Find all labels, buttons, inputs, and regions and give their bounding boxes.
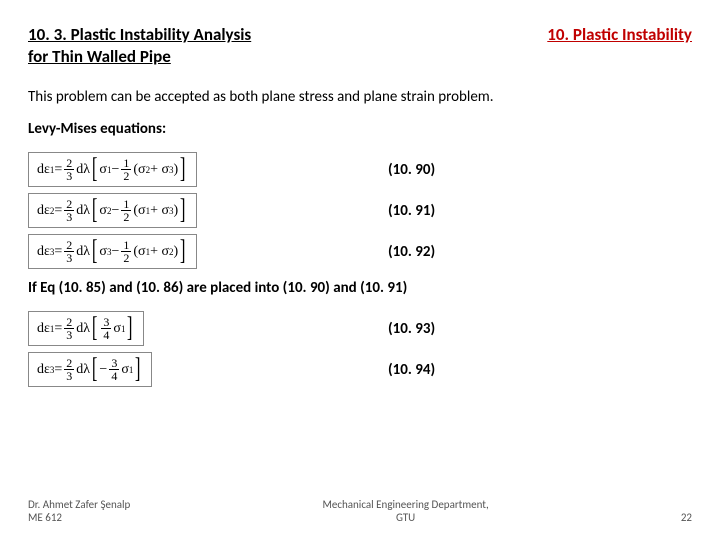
section-title-line1: 10. 3. Plastic Instability Analysis xyxy=(28,24,251,45)
equation-number-1094: (10. 94) xyxy=(348,361,435,379)
footer-author-block: Dr. Ahmet Zafer Şenalp ME 612 xyxy=(28,498,130,524)
footer-dept-block: Mechanical Engineering Department, GTU xyxy=(130,498,681,524)
equation-1094: dε3 = 23dλ [−34σ1] xyxy=(28,352,152,387)
equation-row-1093: dε1 = 23dλ [34σ1] (10. 93) xyxy=(28,311,692,346)
equation-row-1091: dε2 = 23dλ [σ2 − 12(σ1 + σ3)] (10. 91) xyxy=(28,193,692,228)
equation-1093: dε1 = 23dλ [34σ1] xyxy=(28,311,144,346)
equation-1091: dε2 = 23dλ [σ2 − 12(σ1 + σ3)] xyxy=(28,193,197,228)
section-title-line2: for Thin Walled Pipe xyxy=(28,46,171,67)
chapter-title: 10. Plastic Instability xyxy=(547,24,692,45)
equation-1090: dε1 = 23dλ [σ1 − 12(σ2 + σ3)] xyxy=(28,152,197,187)
equation-number-1093: (10. 93) xyxy=(348,320,435,338)
levy-mises-heading: Levy-Mises equations: xyxy=(28,120,692,138)
equation-number-1091: (10. 91) xyxy=(348,202,435,220)
footer-author: Dr. Ahmet Zafer Şenalp xyxy=(28,498,130,511)
equation-1092: dε3 = 23dλ [σ3 − 12(σ1 + σ2)] xyxy=(28,234,197,269)
substitution-text: If Eq (10. 85) and (10. 86) are placed i… xyxy=(28,279,692,297)
footer-page-number: 22 xyxy=(681,511,692,524)
equation-row-1094: dε3 = 23dλ [−34σ1] (10. 94) xyxy=(28,352,692,387)
footer-course: ME 612 xyxy=(28,511,62,524)
footer-dept-l1: Mechanical Engineering Department, xyxy=(322,498,488,511)
equation-number-1092: (10. 92) xyxy=(348,243,435,261)
intro-paragraph: This problem can be accepted as both pla… xyxy=(28,88,692,106)
slide-footer: Dr. Ahmet Zafer Şenalp ME 612 Mechanical… xyxy=(28,498,692,524)
slide-header: 10. 3. Plastic Instability Analysis for … xyxy=(28,24,692,68)
section-title: 10. 3. Plastic Instability Analysis for … xyxy=(28,24,251,68)
equation-row-1092: dε3 = 23dλ [σ3 − 12(σ1 + σ2)] (10. 92) xyxy=(28,234,692,269)
equation-row-1090: dε1 = 23dλ [σ1 − 12(σ2 + σ3)] (10. 90) xyxy=(28,152,692,187)
footer-dept-l2: GTU xyxy=(396,511,415,524)
equation-number-1090: (10. 90) xyxy=(348,161,435,179)
